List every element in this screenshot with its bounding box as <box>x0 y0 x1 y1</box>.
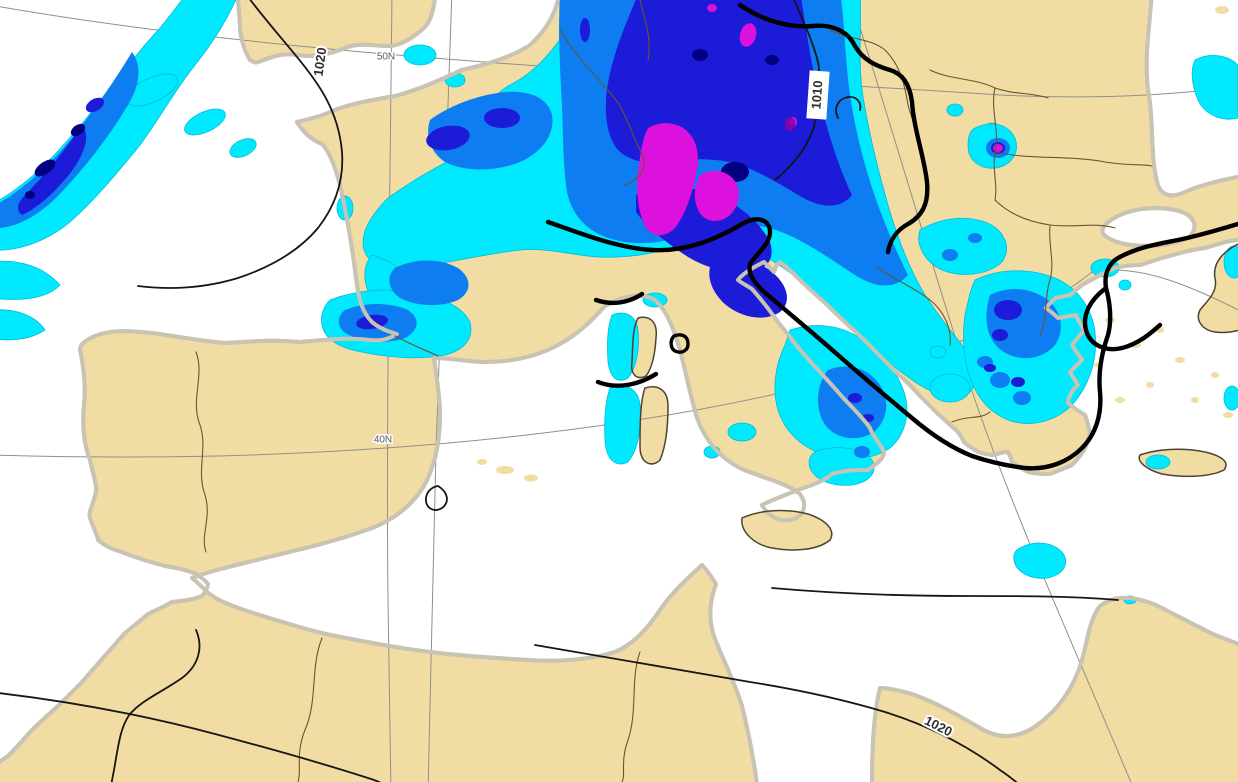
border-france-ne <box>559 29 645 186</box>
aegean-island <box>1146 382 1154 388</box>
precip-blob <box>727 422 757 442</box>
precip-blob <box>929 345 947 359</box>
precip-navy-spot <box>692 49 708 61</box>
precip-blob <box>968 233 982 243</box>
border-albania-greece <box>951 411 991 423</box>
precip-blob <box>1013 391 1031 405</box>
precip-blob <box>580 18 590 42</box>
border-danube <box>994 151 1153 167</box>
precip-magenta-spot <box>739 23 757 47</box>
balearic-island <box>477 459 487 465</box>
border-macedonia <box>1039 224 1053 336</box>
precip-blob <box>426 125 470 151</box>
aegean-island <box>1211 372 1219 378</box>
isobar-spain-closed <box>425 485 448 511</box>
front-central-europe <box>737 2 930 255</box>
precip-magenta-spot <box>707 4 717 12</box>
latitude-label-50n: 50N <box>377 52 395 63</box>
precip-level6-purple <box>785 117 795 131</box>
precip-magenta-spot <box>993 144 1003 152</box>
precip-navy-spot <box>765 55 779 65</box>
latitude-label-40n: 40N <box>374 435 392 446</box>
border-bosnia <box>877 267 951 346</box>
precip-navy-spot <box>25 191 35 199</box>
precip-corsica-west <box>607 312 639 381</box>
front-bonifacio <box>595 371 659 388</box>
precip-alps-magenta-2 <box>694 170 739 222</box>
isobar-label-1010: 1010 <box>806 70 830 120</box>
aegean-island <box>1191 397 1199 403</box>
precip-alps-magenta <box>637 123 698 236</box>
precip-balkans-cluster <box>918 217 1007 275</box>
precip-sardinia-west <box>604 385 641 465</box>
front-layer <box>545 2 1238 471</box>
precip-blob <box>929 373 971 403</box>
precip-france-band <box>428 91 553 170</box>
precip-crete-blob <box>1145 454 1171 470</box>
precip-blob <box>854 446 870 458</box>
aegean-island <box>1223 412 1233 418</box>
precip-atlantic-streak <box>0 260 61 300</box>
border-algeria-tunisia <box>621 651 641 782</box>
isobar-morocco-2 <box>0 692 382 782</box>
precip-blob <box>1011 377 1025 387</box>
label-layer: 1020 1010 1020 50N 40N <box>309 44 957 741</box>
precip-blob <box>85 97 105 113</box>
balearic-island <box>496 466 514 474</box>
isobar-label-1020-nw: 1020 <box>309 44 332 79</box>
coast-islet <box>1215 6 1229 14</box>
precip-blob <box>992 329 1008 341</box>
precip-atlantic-royal <box>18 125 87 215</box>
precip-purple-spot <box>785 117 795 131</box>
front-marmara-loop <box>1082 285 1163 352</box>
precip-blob <box>984 364 996 372</box>
precip-atlantic-streak <box>0 309 46 341</box>
precip-blob <box>994 300 1022 320</box>
precip-blacksea-coast <box>1191 55 1238 120</box>
front-liguria <box>593 291 645 306</box>
isobar-1020-south <box>534 644 1018 782</box>
precip-blob <box>184 108 226 136</box>
precip-blob <box>229 138 257 158</box>
isobar-libya <box>771 587 1119 601</box>
precip-blob <box>990 372 1010 388</box>
border-portugal-spain <box>195 351 208 553</box>
svg-text:1010: 1010 <box>808 80 825 110</box>
precip-blob <box>1118 279 1132 291</box>
meridian-west <box>386 0 393 782</box>
aegean-island <box>1115 397 1125 403</box>
precip-france-core <box>389 260 469 306</box>
precip-navy-spot <box>70 123 86 137</box>
balearic-island <box>524 474 538 482</box>
precip-navy-spot <box>34 159 56 177</box>
precip-blob <box>484 108 520 128</box>
aegean-island <box>1175 357 1185 363</box>
precip-blob <box>403 44 437 66</box>
sicily-island <box>741 510 832 550</box>
precip-level5-magenta <box>637 4 1003 236</box>
svg-text:1020: 1020 <box>311 46 330 77</box>
elba-island-outline <box>669 333 690 354</box>
isobar-layer <box>0 0 1119 782</box>
precip-blob <box>1223 385 1238 411</box>
precip-blob <box>848 393 862 403</box>
isobar-1020-northwest <box>137 0 344 289</box>
precip-atlantic-core <box>0 52 139 228</box>
border-netherlands <box>639 0 650 61</box>
precip-blob <box>946 103 964 117</box>
border-pyrenees <box>394 335 439 357</box>
border-morocco-algeria <box>297 637 323 782</box>
precip-libyan-sea-blob <box>1013 542 1066 579</box>
precip-blob <box>942 249 958 261</box>
sardinia-island <box>640 386 668 464</box>
isobar-label-bg <box>806 70 830 120</box>
isobar-1010-closed <box>835 96 862 119</box>
